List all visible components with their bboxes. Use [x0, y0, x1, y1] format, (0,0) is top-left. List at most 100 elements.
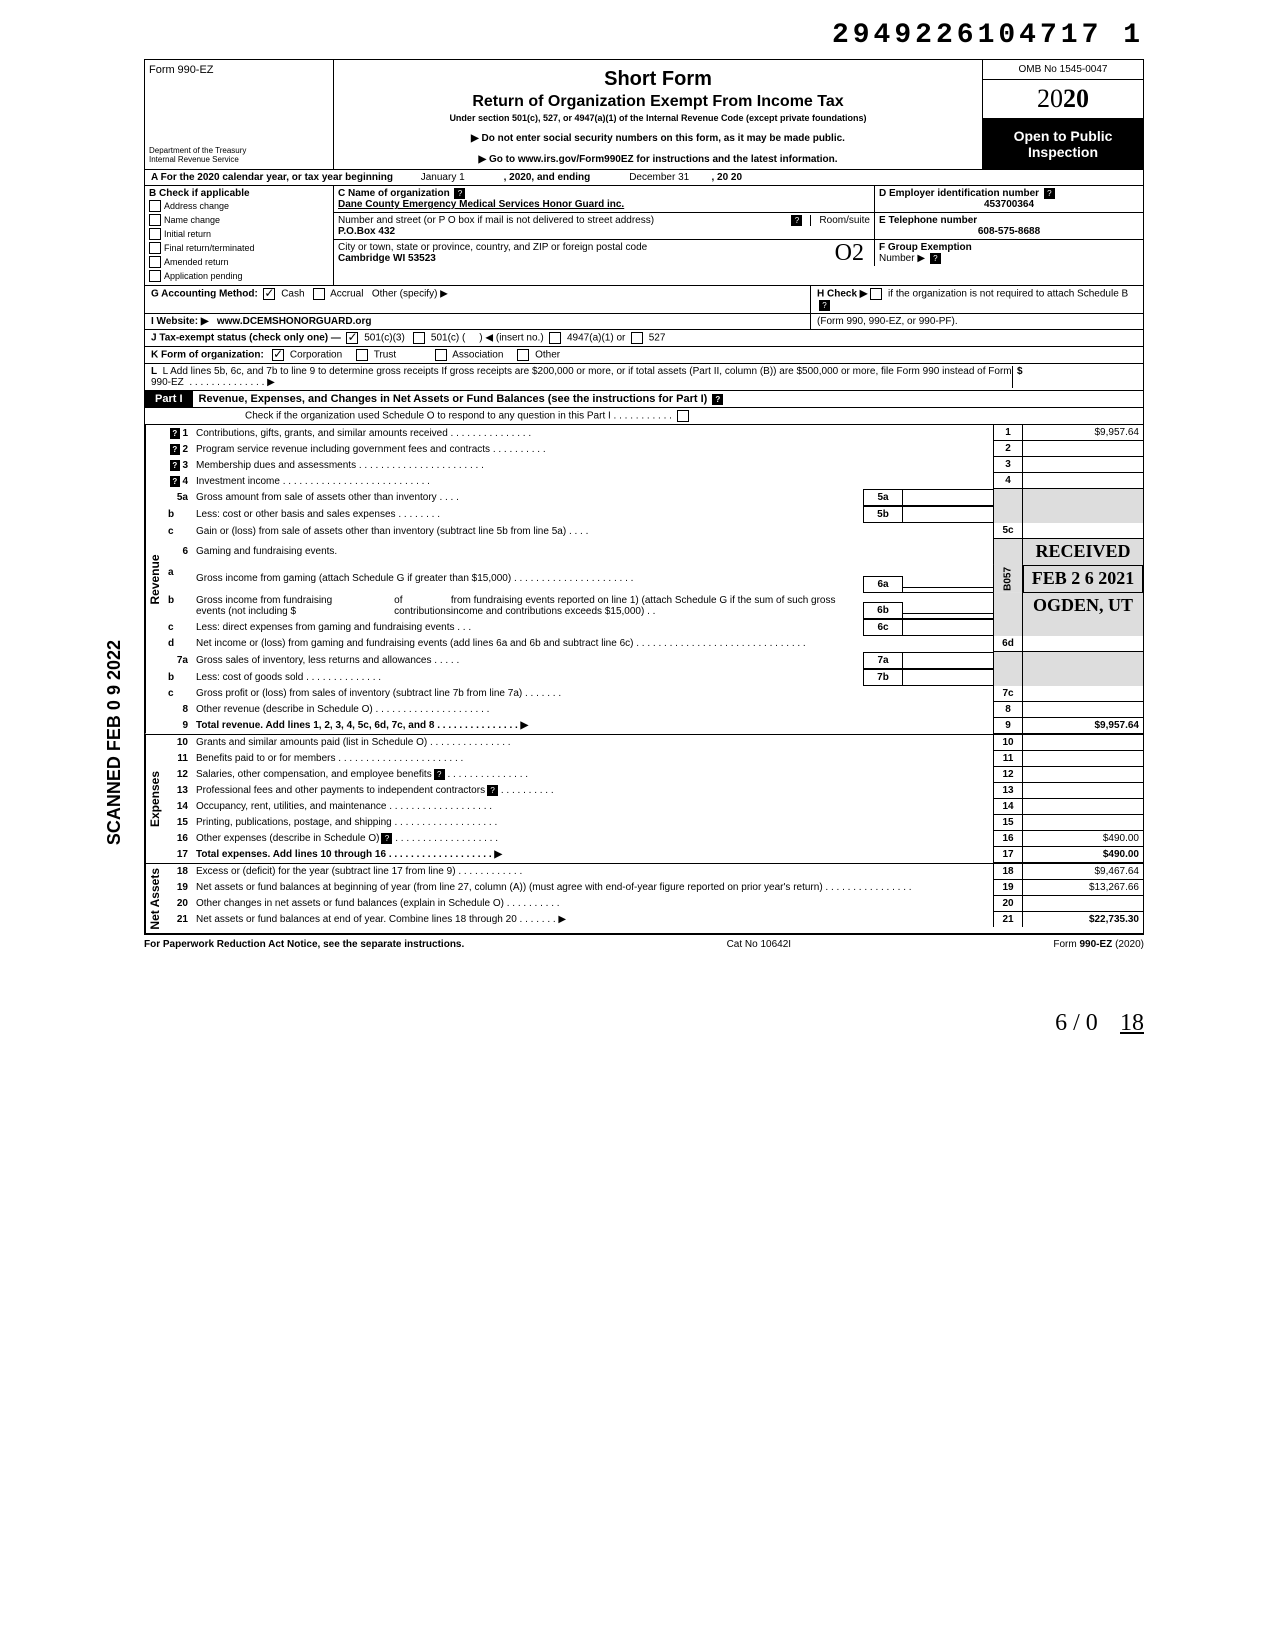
line-5c-desc: Gain or (loss) from sale of assets other… — [192, 523, 993, 539]
line-9-num: 9 — [993, 718, 1023, 734]
k-assoc-checkbox[interactable] — [435, 349, 447, 361]
line-14-desc: Occupancy, rent, utilities, and maintena… — [192, 799, 993, 815]
received-stamp: RECEIVED — [1023, 539, 1143, 565]
help-icon[interactable]: ? — [170, 476, 180, 487]
line-20-desc: Other changes in net assets or fund bala… — [192, 896, 993, 912]
scanned-stamp: SCANNED FEB 0 9 2022 — [104, 640, 125, 845]
line-5c-num: 5c — [993, 523, 1023, 539]
line-6d-val — [1023, 636, 1143, 652]
footer-mid: Cat No 10642I — [727, 939, 792, 950]
line-21-desc: Net assets or fund balances at end of ye… — [192, 912, 993, 927]
line-2-val — [1023, 441, 1143, 457]
help-icon[interactable]: ? — [712, 394, 723, 405]
l-text: L Add lines 5b, 6c, and 7b to line 9 to … — [151, 366, 1012, 388]
city-value: Cambridge WI 53523 — [338, 253, 870, 264]
line-a: A For the 2020 calendar year, or tax yea… — [145, 170, 1143, 186]
j-527-checkbox[interactable] — [631, 332, 643, 344]
line-3-val — [1023, 457, 1143, 473]
k-label: K Form of organization: — [151, 350, 264, 361]
line-5b-desc: Less: cost or other basis and sales expe… — [192, 506, 863, 523]
tax-year: 2020 — [983, 80, 1143, 119]
j-501c3-checkbox[interactable] — [346, 332, 358, 344]
j-501c-checkbox[interactable] — [413, 332, 425, 344]
handwritten-1: 6 / 0 — [1055, 1010, 1098, 1036]
help-icon[interactable]: ? — [1044, 188, 1055, 199]
ein: 453700364 — [879, 199, 1139, 210]
line-4-desc: Investment income . . . . . . . . . . . … — [192, 473, 993, 489]
vert-expenses: Expenses — [145, 735, 164, 863]
help-icon[interactable]: ? — [487, 785, 498, 796]
k-trust-checkbox[interactable] — [356, 349, 368, 361]
b-amended-return[interactable]: Amended return — [149, 255, 329, 269]
line-7b-mini: 7b — [863, 669, 903, 686]
b057-stamp: B057 — [993, 565, 1023, 593]
b-initial-return[interactable]: Initial return — [149, 227, 329, 241]
k-other-checkbox[interactable] — [517, 349, 529, 361]
help-icon[interactable]: ? — [434, 769, 445, 780]
help-icon[interactable]: ? — [819, 300, 830, 311]
line-17-val: $490.00 — [1023, 847, 1143, 863]
b-final-return[interactable]: Final return/terminated — [149, 241, 329, 255]
handwritten-2: 18 — [1120, 1010, 1144, 1036]
line-11-val — [1023, 751, 1143, 767]
line-5a-desc: Gross amount from sale of assets other t… — [192, 489, 863, 506]
handwritten-mark: O2 — [835, 240, 864, 267]
k-corp-checkbox[interactable] — [272, 349, 284, 361]
line-6a-desc: Gross income from gaming (attach Schedul… — [192, 565, 863, 593]
line-11-desc: Benefits paid to or for members . . . . … — [192, 751, 993, 767]
b-header: B Check if applicable — [149, 188, 329, 199]
arrow-ssn: ▶ Do not enter social security numbers o… — [342, 133, 974, 144]
line-16-desc: Other expenses (describe in Schedule O) … — [192, 831, 993, 847]
line-8-num: 8 — [993, 702, 1023, 718]
line-12-desc: Salaries, other compensation, and employ… — [192, 767, 993, 783]
line-8-desc: Other revenue (describe in Schedule O) .… — [192, 702, 993, 718]
line-9-val: $9,957.64 — [1023, 718, 1143, 734]
line-15-val — [1023, 815, 1143, 831]
footer-left: For Paperwork Reduction Act Notice, see … — [144, 939, 464, 950]
i-label: I Website: ▶ — [151, 316, 209, 327]
subtitle: Under section 501(c), 527, or 4947(a)(1)… — [342, 113, 974, 123]
line-10-desc: Grants and similar amounts paid (list in… — [192, 735, 993, 751]
line-2-desc: Program service revenue including govern… — [192, 441, 993, 457]
help-icon[interactable]: ? — [454, 188, 465, 199]
j-4947-checkbox[interactable] — [549, 332, 561, 344]
addr-label: Number and street (or P O box if mail is… — [338, 215, 789, 226]
line-7b-desc: Less: cost of goods sold . . . . . . . .… — [192, 669, 863, 686]
b-address-change[interactable]: Address change — [149, 199, 329, 213]
line-16-val: $490.00 — [1023, 831, 1143, 847]
help-icon[interactable]: ? — [170, 428, 180, 439]
g-accrual-checkbox[interactable] — [313, 288, 325, 300]
line-6b-desc: Gross income from fundraising events (no… — [192, 593, 863, 619]
line-17-desc: Total expenses. Add lines 10 through 16 … — [192, 847, 993, 863]
line-6-desc: Gaming and fundraising events. — [192, 539, 993, 565]
line-5b-mini: 5b — [863, 506, 903, 523]
f-label: F Group Exemption — [879, 242, 972, 253]
line-6b-mini: 6b — [863, 602, 903, 619]
line-8-val — [1023, 702, 1143, 718]
help-icon[interactable]: ? — [170, 460, 180, 471]
dept-irs: Internal Revenue Service — [149, 156, 329, 165]
line-5c-val — [1023, 523, 1143, 539]
line-7c-val — [1023, 686, 1143, 702]
omb-number: OMB No 1545-0047 — [983, 60, 1143, 80]
g-cash-checkbox[interactable] — [263, 288, 275, 300]
part1-title: Revenue, Expenses, and Changes in Net As… — [193, 393, 1143, 405]
line-5a-mini: 5a — [863, 489, 903, 506]
b-name-change[interactable]: Name change — [149, 213, 329, 227]
title-return: Return of Organization Exempt From Incom… — [342, 93, 974, 111]
line-6c-desc: Less: direct expenses from gaming and fu… — [192, 619, 863, 636]
line-20-val — [1023, 896, 1143, 912]
j-label: J Tax-exempt status (check only one) — — [151, 333, 341, 344]
help-icon[interactable]: ? — [791, 215, 802, 226]
line-12-val — [1023, 767, 1143, 783]
help-icon[interactable]: ? — [170, 444, 180, 455]
c-label: C Name of organization — [338, 188, 450, 199]
part1-checkbox[interactable] — [677, 410, 689, 422]
line-4-num: 4 — [993, 473, 1023, 489]
open-to-public: Open to Public Inspection — [983, 119, 1143, 169]
h-checkbox[interactable] — [870, 288, 882, 300]
help-icon[interactable]: ? — [930, 253, 941, 264]
b-application-pending[interactable]: Application pending — [149, 269, 329, 283]
help-icon[interactable]: ? — [381, 833, 392, 844]
line-14-val — [1023, 799, 1143, 815]
